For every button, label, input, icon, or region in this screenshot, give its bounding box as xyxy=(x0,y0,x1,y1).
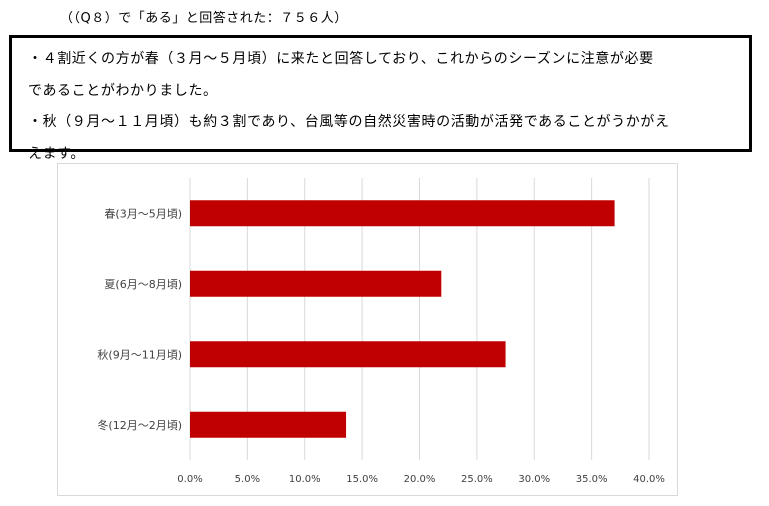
tick-label-7: 35.0% xyxy=(576,474,608,485)
bar-1 xyxy=(190,270,442,297)
summary-line-1: ・４割近くの方が春（３月～５月頃）に来たと回答しており、これからのシーズンに注意… xyxy=(28,51,654,67)
tick-label-6: 30.0% xyxy=(518,474,550,485)
tick-label-2: 10.0% xyxy=(289,474,321,485)
respondent-count-note: （（Q８）で「ある」と回答された：７５６人） xyxy=(60,11,348,26)
category-label-1: 夏(6月～8月頃) xyxy=(104,278,182,291)
category-label-3: 冬(12月～2月頃) xyxy=(97,418,182,432)
summary-line-2: であることがわかりました。 xyxy=(28,82,218,99)
tick-label-3: 15.0% xyxy=(346,474,378,485)
summary-box: ・４割近くの方が春（３月～５月頃）に来たと回答しており、これからのシーズンに注意… xyxy=(9,35,752,162)
bar-0 xyxy=(190,200,615,227)
bar-2 xyxy=(190,341,506,368)
category-label-2: 秋(9月～11月頃) xyxy=(97,347,182,361)
summary-line-4: えます。 xyxy=(28,145,85,162)
category-label-0: 春(3月～5月頃) xyxy=(104,207,182,220)
tick-label-1: 5.0% xyxy=(235,474,260,485)
tick-label-4: 20.0% xyxy=(404,474,436,485)
tick-label-0: 0.0% xyxy=(177,474,202,485)
tick-label-5: 25.0% xyxy=(461,474,493,485)
tick-label-8: 40.0% xyxy=(633,474,665,485)
bar-3 xyxy=(190,411,347,438)
bar-chart: 春(3月～5月頃) 夏(6月～8月頃) 秋(9月～11月頃) 冬(12月～2月頃) 0.… xyxy=(97,178,665,485)
chart-frame: 春(3月～5月頃) 夏(6月～8月頃) 秋(9月～11月頃) 冬(12月～2月頃) 0.… xyxy=(57,163,678,496)
summary-line-3: ・秋（９月～１１月頃）も約３割であり、台風等の自然災害時の活動が活発であることが… xyxy=(28,114,670,130)
